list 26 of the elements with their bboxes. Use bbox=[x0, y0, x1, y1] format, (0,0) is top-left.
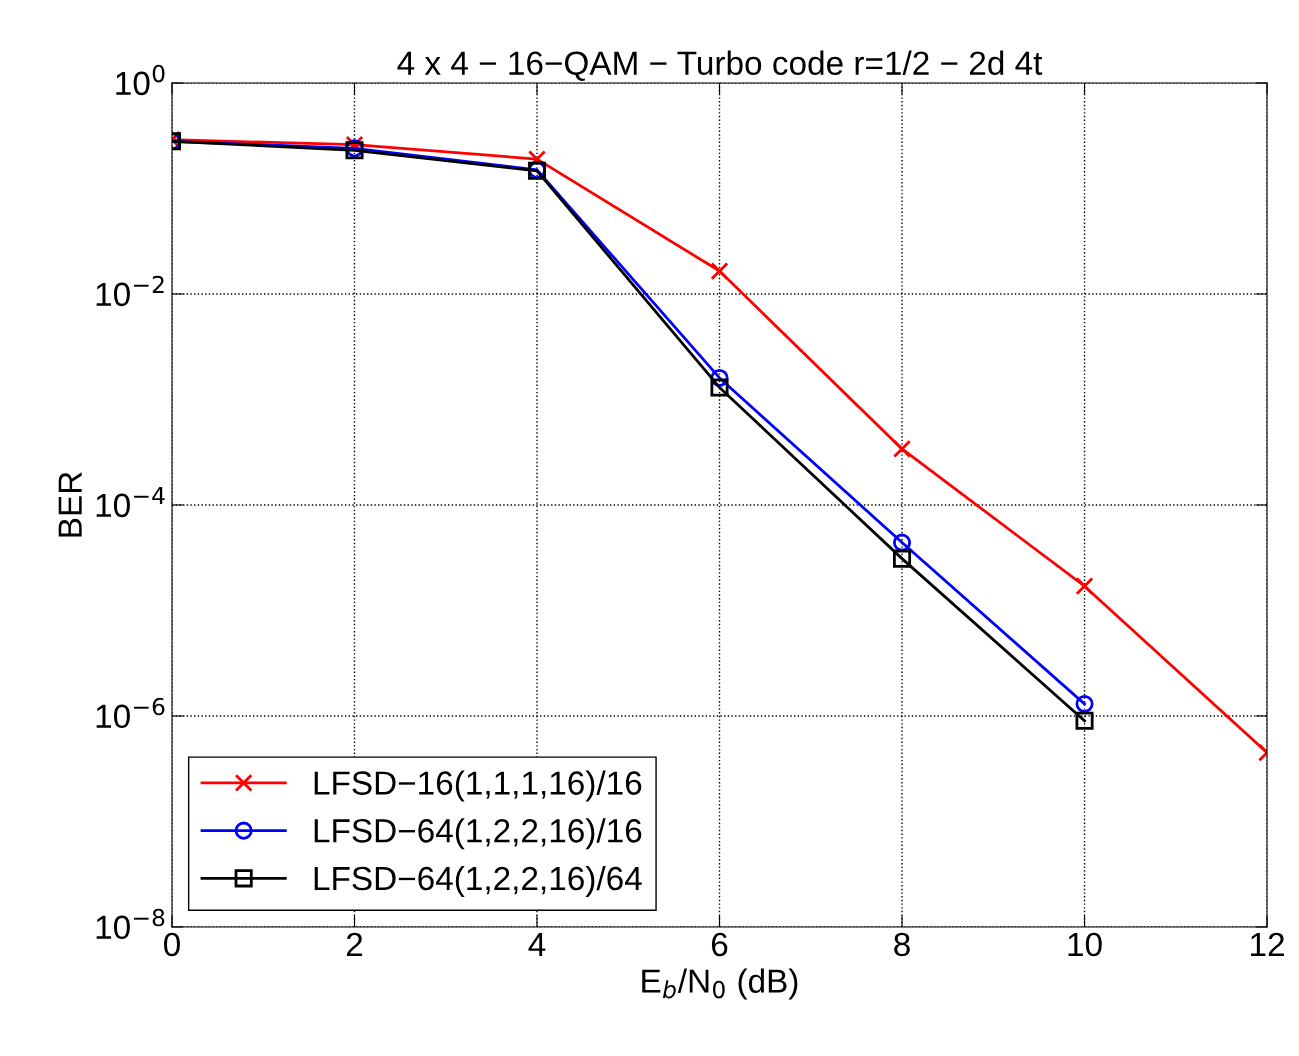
x-tick-label: 6 bbox=[711, 932, 728, 957]
y-tick-label: 10$^{0}$ bbox=[116, 64, 165, 96]
x-axis-title: E$_{b}$/N$_{0}$ (dB) bbox=[642, 968, 798, 1000]
x-tick-label: 0 bbox=[164, 932, 180, 957]
point bbox=[893, 549, 912, 568]
y-tick-label: 10$^{−4}$ bbox=[96, 487, 165, 518]
y-tick-label: 10$^{−2}$ bbox=[96, 275, 164, 307]
point bbox=[710, 262, 729, 281]
point bbox=[1075, 577, 1094, 596]
x-tick-label: 2 bbox=[346, 932, 363, 956]
x-tick-label: 8 bbox=[894, 932, 910, 957]
x-tick-label: 4 bbox=[528, 933, 546, 956]
point bbox=[893, 533, 912, 552]
legend-label: LFSD−64(1,2,2,16)/16 bbox=[314, 818, 642, 850]
x-tick-label: 12 bbox=[1251, 932, 1284, 956]
legend-label: LFSD−64(1,2,2,16)/64 bbox=[314, 865, 642, 897]
point bbox=[710, 378, 729, 397]
y-tick-label: 10$^{−8}$ bbox=[96, 908, 165, 940]
legend-label: LFSD−16(1,1,1,16)/16 bbox=[314, 770, 642, 802]
x-tick-label: 10 bbox=[1068, 932, 1102, 957]
point bbox=[893, 439, 912, 458]
chart-title: 4 x 4 − 16−QAM − Turbo code r=1/2 − 2d 4t bbox=[397, 50, 1043, 81]
point bbox=[1075, 694, 1094, 713]
y-tick-label: 10$^{−6}$ bbox=[96, 697, 165, 729]
point bbox=[1075, 711, 1094, 730]
y-axis-title: BER bbox=[58, 472, 82, 537]
